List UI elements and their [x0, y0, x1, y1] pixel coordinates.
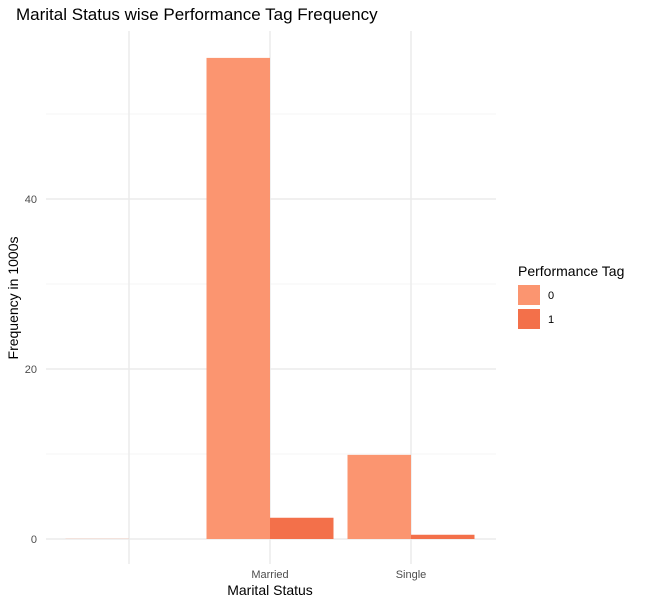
grid-layer — [46, 31, 496, 564]
x-tick-label: Single — [396, 569, 427, 581]
x-tick-label: Married — [251, 569, 288, 581]
y-tick-label: 40 — [25, 194, 37, 206]
legend-label-series-0: 0 — [548, 290, 554, 302]
legend: Performance Tag 0 1 — [518, 263, 624, 329]
x-axis-title: Marital Status — [227, 582, 313, 598]
bar-series-0-cat-1 — [206, 57, 270, 540]
y-tick-label: 20 — [25, 364, 37, 376]
bar-series-1-cat-2 — [411, 534, 475, 539]
y-axis-title: Frequency in 1000s — [5, 237, 21, 360]
tick-layer: 0 20 40 Married Single — [25, 194, 427, 581]
legend-swatch-series-0 — [518, 285, 540, 305]
legend-swatch-series-1 — [518, 309, 540, 329]
legend-label-series-1: 1 — [548, 314, 554, 326]
legend-title: Performance Tag — [518, 263, 624, 279]
y-tick-label: 0 — [31, 534, 37, 546]
bar-layer — [65, 57, 475, 540]
bar-series-0-cat-2 — [347, 454, 411, 539]
bar-series-1-cat-1 — [270, 517, 334, 539]
chart-title: Marital Status wise Performance Tag Freq… — [16, 5, 378, 24]
